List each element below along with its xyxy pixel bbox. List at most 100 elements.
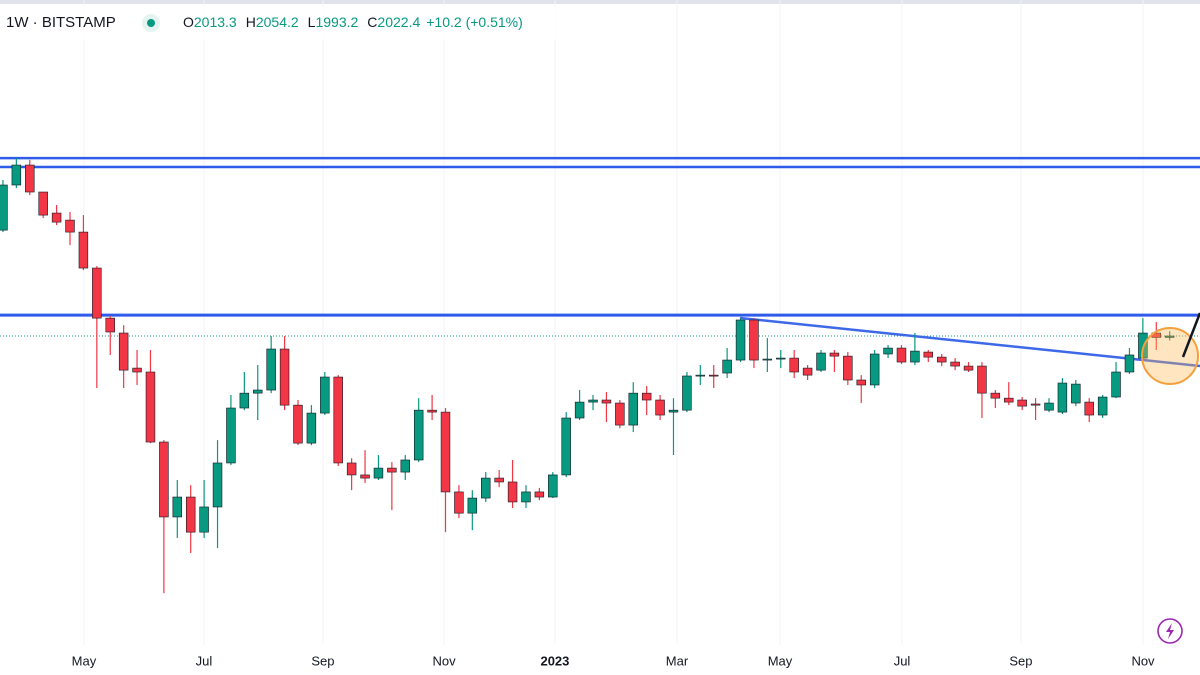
x-tick-label: Jul	[894, 653, 911, 668]
candle-body	[481, 477, 491, 499]
candle-body	[896, 347, 907, 363]
candle-body	[440, 411, 451, 493]
header: 1W · BITSTAMP O2013.3 H2054.2 L1993.2 C2022…	[0, 6, 560, 40]
candles	[0, 158, 1175, 594]
candle-body	[360, 474, 370, 479]
candle-body	[293, 404, 303, 444]
candle-body	[789, 357, 799, 373]
candle-body	[145, 371, 156, 443]
ohlc-label: H	[246, 14, 256, 30]
candle-body	[829, 352, 840, 357]
levels	[0, 156, 1200, 317]
candle-body	[574, 401, 585, 419]
candle-body	[977, 365, 987, 394]
candle-body	[38, 191, 48, 216]
x-tick-label: Jul	[196, 653, 213, 668]
candle-body	[655, 399, 665, 416]
candle-body	[226, 407, 236, 464]
candle-body	[735, 319, 746, 361]
candle-body	[373, 467, 384, 479]
ohlc-label: L	[308, 14, 316, 30]
candle-body	[333, 376, 343, 464]
candle-body	[212, 462, 223, 508]
candle-body	[521, 491, 531, 503]
candle-body	[320, 376, 330, 414]
ohlc-legend: O2013.3 H2054.2 L1993.2 C2022.4 +10.2 (+0.51…	[183, 14, 523, 30]
ohlc-value: 2022.4	[377, 14, 420, 30]
candle-body	[65, 219, 75, 233]
candle-body	[869, 353, 880, 386]
x-tick-label: Nov	[432, 653, 456, 668]
candle-body	[749, 319, 759, 361]
candle-body	[387, 467, 397, 473]
candle-body	[413, 409, 424, 461]
x-axis: May Jul Sep Nov 2023 Mar May Jul Sep Nov	[72, 653, 1155, 668]
candle-body	[467, 497, 478, 514]
candle-body	[950, 361, 960, 367]
candle-body	[910, 350, 920, 363]
candle-body	[856, 379, 866, 386]
candle-body	[1017, 399, 1027, 407]
candle-body	[1071, 383, 1081, 404]
x-tick-label: 2023	[540, 653, 569, 668]
candle-body	[843, 355, 853, 381]
candle-body	[172, 496, 183, 518]
candle-body	[454, 491, 464, 514]
candle-body	[11, 164, 22, 186]
candle-body	[306, 412, 317, 444]
candle-body	[400, 459, 411, 473]
candle-body	[802, 367, 813, 376]
candle-body	[1124, 354, 1135, 373]
highlight-circle	[1141, 327, 1199, 385]
change: +10.2 (+0.51%)	[426, 14, 523, 30]
candle-body	[776, 357, 786, 360]
status-dot	[147, 19, 155, 27]
ohlc-value: 2013.3	[194, 14, 237, 30]
candle-body	[615, 402, 625, 426]
candle-body	[253, 389, 263, 394]
candle-body	[561, 417, 571, 476]
candle-body	[1164, 335, 1175, 338]
snapshot-button[interactable]	[1157, 618, 1183, 644]
header-bg	[0, 6, 560, 40]
x-tick-label: Sep	[311, 653, 334, 668]
candle-body	[534, 491, 545, 498]
candle-body	[816, 352, 826, 371]
candle-body	[118, 332, 129, 371]
candle-body	[1084, 401, 1094, 416]
candle-body	[936, 356, 947, 363]
candle-body	[990, 392, 1001, 399]
candle-body	[923, 351, 934, 358]
candle-body	[1057, 382, 1068, 413]
ohlc-value: 2054.2	[256, 14, 299, 30]
candle-body	[641, 392, 652, 401]
x-tick-label: Nov	[1131, 653, 1155, 668]
candle-body	[1004, 397, 1014, 403]
candle-body	[762, 358, 773, 361]
candle-body	[78, 231, 89, 269]
candle-body	[668, 409, 679, 413]
arrow-line	[1181, 312, 1200, 358]
candle-body	[105, 317, 115, 333]
candle-body	[963, 365, 974, 371]
candle-body	[601, 399, 612, 404]
bolt	[1166, 623, 1174, 639]
candle-body	[51, 212, 62, 223]
candle-body	[722, 359, 732, 374]
candle-body	[883, 347, 893, 355]
candle-body	[588, 399, 598, 403]
candle-body	[132, 367, 142, 373]
candle-body	[548, 474, 558, 498]
candle-body	[185, 496, 196, 533]
candle-body	[239, 392, 250, 409]
candle-body	[25, 164, 35, 193]
candle-body	[427, 409, 437, 413]
candle-body	[279, 348, 290, 406]
candle-body	[92, 267, 102, 319]
x-tick-label: Mar	[666, 653, 689, 668]
grid	[0, 0, 1200, 645]
candle-body	[159, 441, 169, 518]
candle-body	[1097, 396, 1108, 416]
